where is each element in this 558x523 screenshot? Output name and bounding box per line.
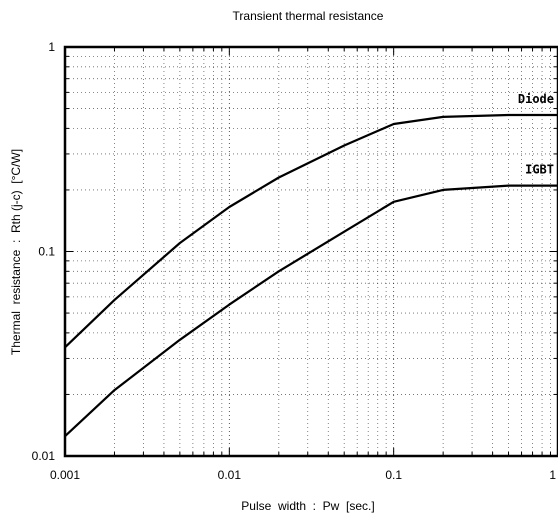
y-tick-label: 0.01 <box>32 449 56 463</box>
tick-labels: 0.001 0.01 0.1 1 0.01 0.1 1 <box>32 40 557 482</box>
x-tick-label: 0.01 <box>218 468 242 482</box>
x-axis-label: Pulse width : Pw [sec.] <box>241 499 374 513</box>
x-tick-label: 1 <box>549 468 556 482</box>
series-label-igbt: IGBT <box>525 163 554 177</box>
series-group: Diode IGBT <box>64 92 558 438</box>
series-line-diode <box>64 113 558 349</box>
chart-title: Transient thermal resistance <box>233 9 384 23</box>
x-tick-label: 0.1 <box>385 468 402 482</box>
y-tick-label: 0.1 <box>38 245 55 259</box>
series-line-igbt <box>64 184 558 438</box>
y-tick-label: 1 <box>48 40 55 54</box>
grid <box>65 47 558 456</box>
series-label-diode: Diode <box>518 92 554 106</box>
y-axis-label: Thermal resistance : Rth (j-c) [°C/W] <box>9 149 23 355</box>
axis-ticks <box>64 47 558 457</box>
x-tick-label: 0.001 <box>50 468 80 482</box>
